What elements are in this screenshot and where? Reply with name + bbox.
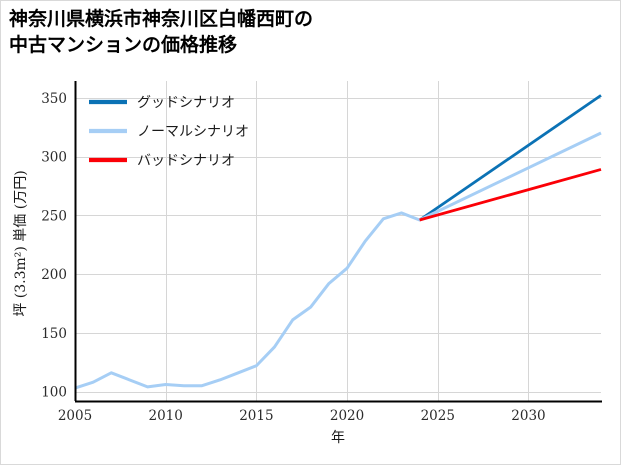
x-axis-title: 年 [331, 430, 345, 446]
tick-labels-group: 100 150 200 250 300 350 2005 2010 2015 2020 2025 20… [41, 91, 545, 424]
y-axis-title: 坪 (3.3m²) 単価 (万円) [13, 170, 29, 316]
axes-group [74, 81, 602, 403]
chart-title: 神奈川県横浜市神奈川区白幡西町の 中古マンションの価格推移 [9, 9, 314, 56]
x-tick-label: 2010 [149, 408, 183, 424]
y-tick-label: 100 [41, 385, 67, 401]
x-tick-label: 2015 [239, 408, 273, 424]
y-tick-label: 200 [41, 267, 67, 283]
y-tick-label: 250 [41, 208, 67, 224]
legend-label-グッドシナリオ: グッドシナリオ [137, 95, 235, 111]
x-tick-label: 2020 [330, 408, 364, 424]
x-tick-label: 2025 [421, 408, 455, 424]
series-group [74, 94, 602, 390]
legend-label-バッドシナリオ: バッドシナリオ [137, 153, 235, 169]
y-tick-label: 350 [41, 91, 67, 107]
x-tick-label: 2030 [511, 408, 545, 424]
y-tick-label: 300 [41, 150, 67, 166]
series-line-ノーマルシナリオ [74, 131, 602, 390]
y-tick-label: 150 [41, 326, 67, 342]
axis-titles-group: 年 坪 (3.3m²) 単価 (万円) [13, 170, 345, 446]
legend-label-ノーマルシナリオ: ノーマルシナリオ [137, 124, 249, 140]
x-tick-label: 2005 [58, 408, 92, 424]
series-line-バッドシナリオ [419, 168, 602, 222]
series-line-グッドシナリオ [418, 94, 602, 222]
